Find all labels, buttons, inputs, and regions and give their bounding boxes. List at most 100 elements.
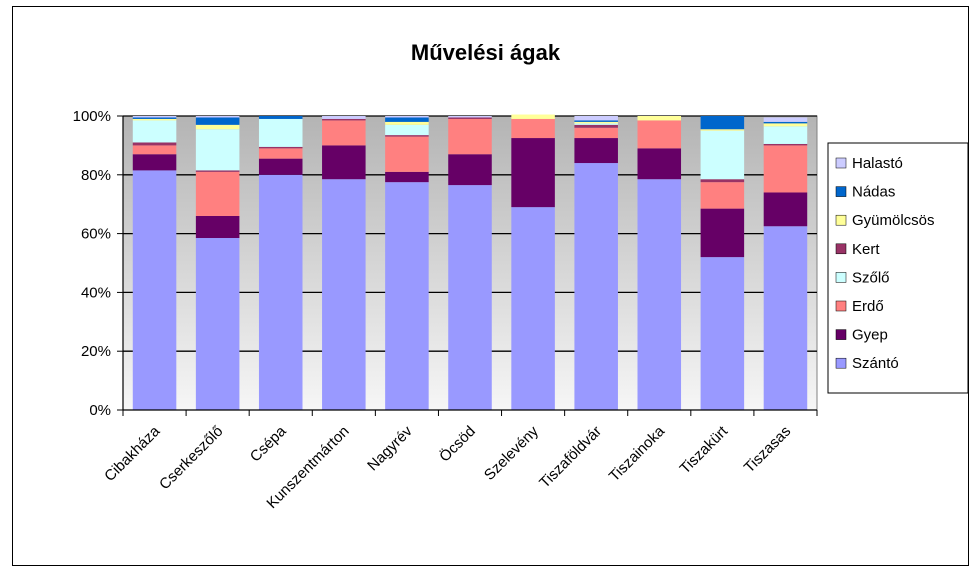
bar-stack-tiszainoka xyxy=(637,116,682,410)
y-tick-label: 40% xyxy=(81,284,111,301)
x-tick-label: Öcsöd xyxy=(435,422,478,465)
y-tick-label: 20% xyxy=(81,343,111,360)
bar-gyumolcsos xyxy=(700,129,745,131)
legend-swatch-erdo xyxy=(835,300,847,312)
bar-szolo xyxy=(700,130,745,180)
bar-szanto xyxy=(763,226,808,410)
bar-szolo xyxy=(195,129,240,171)
bar-stack-cibakhaza xyxy=(132,116,177,410)
bar-gyep xyxy=(511,138,555,208)
bar-gyep xyxy=(574,138,618,164)
bar-erdo xyxy=(574,127,618,139)
bar-kert xyxy=(385,135,429,137)
bar-kert xyxy=(574,124,618,128)
bar-stack-tiszafoldvar xyxy=(574,116,618,410)
bar-szanto xyxy=(195,238,240,410)
legend-swatch-halasto xyxy=(835,157,847,169)
x-tick-label: Cibakháza xyxy=(101,422,164,485)
bar-stack-csepa xyxy=(258,116,303,410)
x-tick-label: Tiszakürt xyxy=(677,422,732,477)
bar-halasto xyxy=(385,116,429,118)
bar-szanto xyxy=(637,179,682,410)
bar-kert xyxy=(322,118,366,121)
bar-stack-kunszentmarton xyxy=(322,116,366,410)
bar-nadas xyxy=(700,116,745,130)
legend-box xyxy=(827,142,969,394)
bar-erdo xyxy=(511,118,555,139)
legend-swatch-szolo xyxy=(835,272,847,283)
bar-szanto xyxy=(700,257,745,410)
bar-szolo xyxy=(385,124,429,136)
legend: Halastó Nádas Gyümölcsös Kert Szőlő Erdő Gyep S… xyxy=(827,142,969,394)
bar-nadas xyxy=(195,117,240,125)
legend-swatch-szanto xyxy=(835,357,847,369)
legend-label-erdo: Erdő xyxy=(852,298,884,315)
y-tick-label: 0% xyxy=(89,402,111,419)
bar-szolo xyxy=(763,126,808,144)
bar-kert xyxy=(700,179,745,183)
x-tick-label: Tiszainoka xyxy=(606,422,669,485)
y-tick-label: 80% xyxy=(81,167,111,184)
bar-kert xyxy=(763,143,808,146)
legend-label-gyep: Gyep xyxy=(852,327,888,344)
bar-szolo xyxy=(574,123,618,125)
bar-szanto xyxy=(448,185,492,410)
bar-erdo xyxy=(763,145,808,193)
legend-label-szanto: Szántó xyxy=(852,355,899,372)
bar-szanto xyxy=(385,182,429,410)
bar-gyumolcsos xyxy=(511,114,555,119)
bar-gyumolcsos xyxy=(574,121,618,124)
bar-erdo xyxy=(700,182,745,209)
bar-stack-szeleveny xyxy=(511,114,555,410)
bar-gyep xyxy=(385,171,429,183)
x-tick-label: Csépa xyxy=(247,422,290,465)
x-tick-label: Cserkeszőlő xyxy=(156,423,226,493)
x-tick-label: Tiszaföldvár xyxy=(536,423,605,492)
legend-swatch-nadas xyxy=(835,186,847,197)
bar-kert xyxy=(132,142,177,146)
bar-halasto xyxy=(448,116,492,118)
x-tick-label: Szelevény xyxy=(481,422,542,483)
legend-swatch-kert xyxy=(835,243,847,255)
bar-gyep xyxy=(195,215,240,239)
bar-gyumolcsos xyxy=(763,123,808,127)
bar-gyumolcsos xyxy=(385,121,429,125)
bar-szanto xyxy=(574,163,618,410)
bar-gyep xyxy=(637,148,682,180)
bar-gyumolcsos xyxy=(195,124,240,130)
bar-halasto xyxy=(763,117,808,122)
bar-stack-cserkeszolo xyxy=(195,116,240,410)
bar-szolo xyxy=(258,118,303,147)
bar-nadas xyxy=(258,116,303,119)
bar-stack-tiszasas xyxy=(763,117,808,410)
bar-nadas xyxy=(763,121,808,124)
bar-szanto xyxy=(511,207,555,410)
bar-erdo xyxy=(132,145,177,155)
legend-label-halasto: Halastó xyxy=(852,155,903,172)
bar-halasto xyxy=(322,116,366,119)
bar-erdo xyxy=(637,120,682,149)
legend-label-gyumolcsos: Gyümölcsös xyxy=(852,212,935,229)
legend-swatch-gyep xyxy=(835,329,847,340)
bar-stack-nagyrev xyxy=(385,116,429,410)
bar-szanto xyxy=(322,179,366,410)
bar-erdo xyxy=(322,120,366,146)
bar-stack-ocsod xyxy=(448,116,492,410)
bar-gyumolcsos xyxy=(132,118,177,121)
bar-gyep xyxy=(763,192,808,227)
bar-kert xyxy=(195,170,240,172)
y-tick-label: 60% xyxy=(81,226,111,243)
legend-label-szolo: Szőlő xyxy=(852,269,890,286)
bar-gyep xyxy=(700,208,745,258)
bar-kert xyxy=(448,117,492,119)
bar-nadas xyxy=(574,120,618,122)
bar-erdo xyxy=(385,136,429,172)
x-tick-label: Tiszasas xyxy=(741,423,794,476)
bar-szanto xyxy=(132,170,177,410)
bar-halasto xyxy=(195,116,240,118)
bar-halasto xyxy=(132,116,177,118)
bar-gyep xyxy=(448,154,492,186)
bar-szolo xyxy=(132,120,177,143)
x-tick-label: Nagyrév xyxy=(364,422,416,474)
bar-erdo xyxy=(448,118,492,155)
